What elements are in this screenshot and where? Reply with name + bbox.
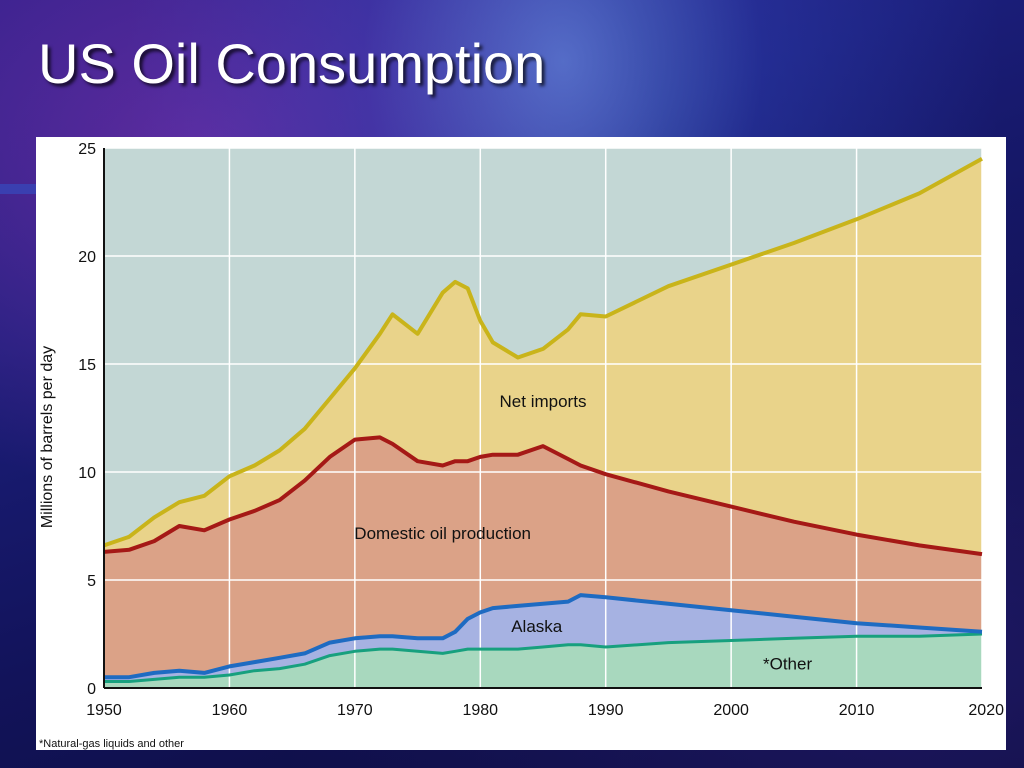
y-tick-label: 20 <box>78 249 96 266</box>
y-tick-label: 25 <box>78 141 96 158</box>
y-axis-label: Millions of barrels per day <box>39 346 56 528</box>
y-tick-label: 0 <box>87 681 96 698</box>
title-accent-bar <box>0 184 40 194</box>
x-tick-label: 1950 <box>86 702 122 719</box>
domestic-production-line <box>103 435 983 557</box>
x-tick-label: 2020 <box>968 702 1004 719</box>
alaska-area <box>104 595 982 682</box>
axes <box>103 148 982 689</box>
y-tick-labels: 0 5 10 15 20 25 <box>78 141 96 698</box>
other-area <box>104 634 982 688</box>
y-tick-label: 10 <box>78 465 96 482</box>
x-tick-label: 2010 <box>839 702 875 719</box>
y-tick-label: 5 <box>87 573 96 590</box>
series-label: Domestic oil production <box>354 524 531 543</box>
x-tick-label: 1990 <box>588 702 624 719</box>
series-label: Net imports <box>500 392 587 411</box>
alaska-line <box>104 593 983 680</box>
series-lines <box>103 157 983 683</box>
series-label: Alaska <box>511 617 563 636</box>
other-line <box>104 632 983 683</box>
total-consumption-line <box>103 157 983 548</box>
domestic-production-area <box>104 437 982 678</box>
chart-panel: 1950 1960 1970 1980 1990 2000 2010 2020 0 5 10 15 2… <box>36 137 1006 750</box>
footnote: *Natural-gas liquids and other <box>39 738 184 750</box>
net-imports-area <box>104 158 982 555</box>
x-tick-label: 2000 <box>713 702 749 719</box>
x-tick-labels: 1950 1960 1970 1980 1990 2000 2010 2020 <box>86 702 1004 719</box>
x-tick-label: 1960 <box>212 702 248 719</box>
x-tick-label: 1970 <box>337 702 373 719</box>
y-tick-label: 15 <box>78 357 96 374</box>
series-labels: Net imports Domestic oil production Alaska… <box>354 392 812 673</box>
x-tick-label: 1980 <box>462 702 498 719</box>
slide-title: US Oil Consumption <box>38 32 546 95</box>
series-label: *Other <box>763 655 812 674</box>
area-layers <box>104 158 982 688</box>
oil-consumption-chart: 1950 1960 1970 1980 1990 2000 2010 2020 0 5 10 15 2… <box>39 141 1004 750</box>
